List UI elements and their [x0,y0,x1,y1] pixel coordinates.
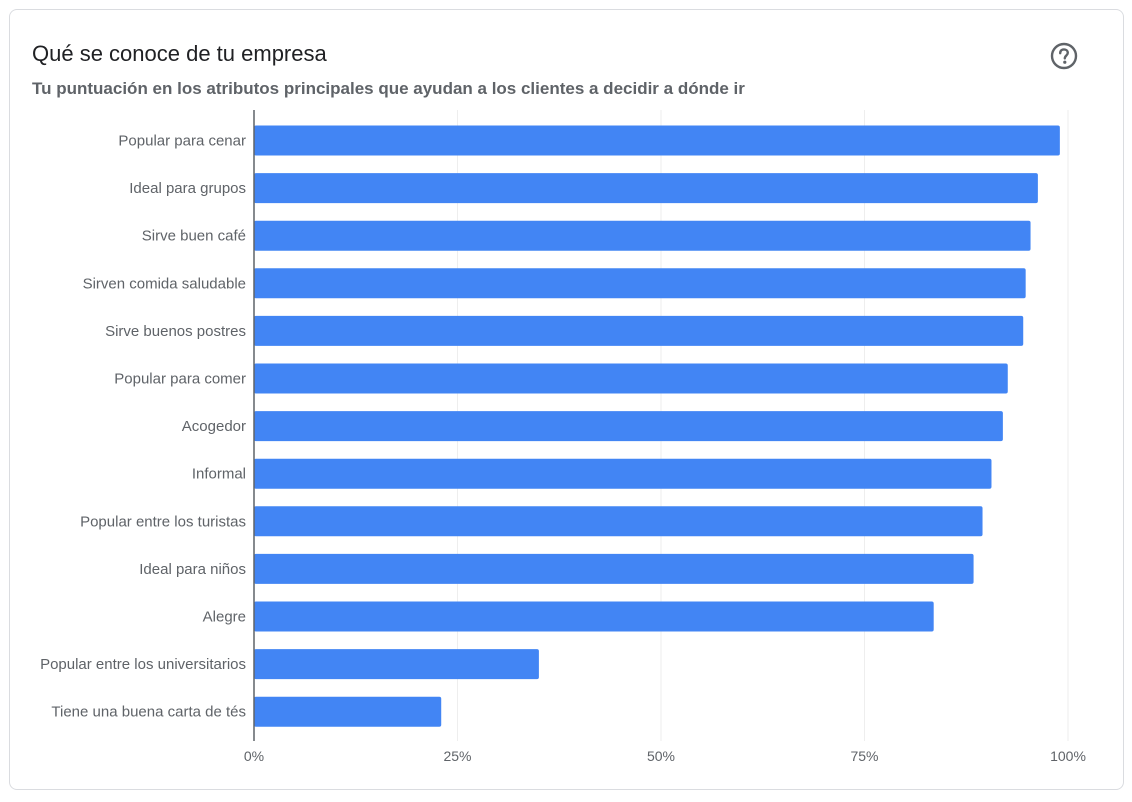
bar [254,315,1024,346]
bar [254,696,442,727]
card-title: Qué se conoce de tu empresa [32,41,327,66]
x-tick-label: 75% [850,748,878,764]
category-label: Informal [192,466,246,483]
help-circle-icon[interactable] [1050,42,1078,70]
bar [254,506,983,537]
category-label: Sirve buen café [142,228,246,245]
category-label: Ideal para niños [139,561,246,578]
category-label: Alegre [203,609,246,626]
x-tick-label: 100% [1050,748,1086,764]
bar [254,125,1060,156]
bar [254,649,539,680]
card-subtitle: Tu puntuación en los atributos principal… [32,79,745,98]
bar [254,458,992,489]
category-label: Popular entre los turistas [80,513,246,530]
category-label: Acogedor [182,418,246,435]
category-label: Ideal para grupos [129,180,246,197]
bar [254,268,1026,299]
bar [254,363,1008,394]
category-label: Popular para cenar [118,133,246,150]
bar [254,173,1038,204]
x-tick-label: 0% [244,748,264,764]
x-tick-label: 50% [647,748,675,764]
category-label: Tiene una buena carta de tés [51,704,246,721]
bar [254,220,1031,251]
bar [254,601,934,632]
category-label: Sirven comida saludable [83,275,246,292]
category-label: Sirve buenos postres [105,323,246,340]
category-label: Popular para comer [114,371,246,388]
category-label: Popular entre los universitarios [40,656,246,673]
bar [254,411,1003,442]
x-tick-label: 25% [443,748,471,764]
bar [254,553,974,584]
